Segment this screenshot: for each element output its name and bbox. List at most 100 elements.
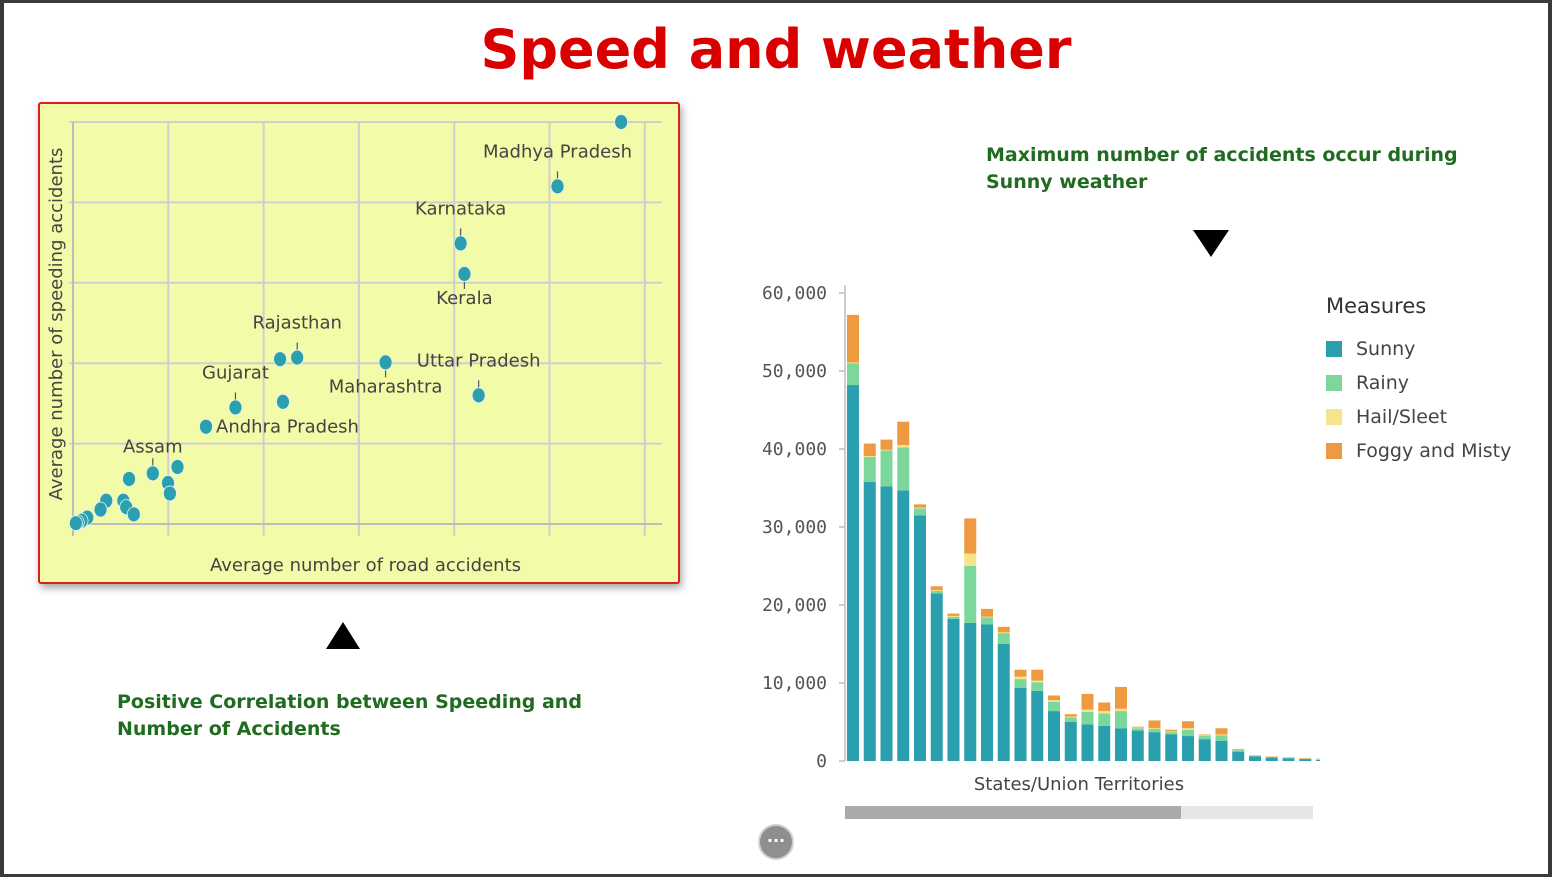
bar-segment[interactable] <box>930 590 943 594</box>
scatter-point[interactable] <box>126 506 141 523</box>
bar-stack[interactable] <box>1014 669 1027 761</box>
bar-segment[interactable] <box>981 608 993 617</box>
bar-stack[interactable] <box>981 608 993 762</box>
bar-segment[interactable] <box>1014 669 1027 677</box>
bar-segment[interactable] <box>964 622 977 761</box>
bar-segment[interactable] <box>847 314 859 363</box>
bar-stack[interactable] <box>1316 758 1320 761</box>
bar-segment[interactable] <box>997 633 1010 644</box>
bar-stack[interactable] <box>1048 695 1060 761</box>
scatter-point[interactable] <box>68 515 83 532</box>
bar-segment[interactable] <box>1115 686 1127 709</box>
bar-segment[interactable] <box>914 504 926 508</box>
bar-segment[interactable] <box>947 613 960 616</box>
bar-segment[interactable] <box>997 626 1010 633</box>
bar-segment[interactable] <box>1048 711 1060 761</box>
more-options-button[interactable]: ··· <box>758 824 794 860</box>
scatter-point[interactable] <box>145 465 160 482</box>
bar-segment[interactable] <box>1198 734 1211 736</box>
bar-segment[interactable] <box>847 363 859 386</box>
bar-segment[interactable] <box>1098 725 1111 761</box>
legend-item-hail-sleet[interactable]: Hail/Sleet <box>1326 400 1511 434</box>
bar-stack[interactable] <box>1031 669 1044 761</box>
legend-item-foggy-misty[interactable]: Foggy and Misty <box>1326 434 1511 468</box>
bar-segment[interactable] <box>897 421 910 446</box>
bar-stack[interactable] <box>914 504 926 761</box>
bar-segment[interactable] <box>1165 734 1178 761</box>
bar-segment[interactable] <box>1131 726 1144 728</box>
bar-segment[interactable] <box>914 515 926 761</box>
bar-segment[interactable] <box>981 616 993 618</box>
bar-segment[interactable] <box>947 619 960 761</box>
bar-stack[interactable] <box>847 314 859 761</box>
bar-segment[interactable] <box>1014 679 1027 688</box>
bar-segment[interactable] <box>1048 695 1060 701</box>
bar-segment[interactable] <box>1098 702 1111 712</box>
bar-segment[interactable] <box>981 617 993 625</box>
bar-segment[interactable] <box>1182 729 1194 737</box>
bar-segment[interactable] <box>847 362 859 364</box>
bar-segment[interactable] <box>1265 757 1278 761</box>
bar-stack[interactable] <box>1249 755 1261 761</box>
bar-segment[interactable] <box>1115 708 1127 712</box>
scatter-point[interactable] <box>290 349 305 366</box>
bar-segment[interactable] <box>1198 735 1211 737</box>
bar-segment[interactable] <box>880 486 893 761</box>
bar-segment[interactable] <box>880 439 893 450</box>
scatter-point[interactable] <box>378 354 393 371</box>
bar-segment[interactable] <box>863 456 876 457</box>
bar-segment[interactable] <box>997 644 1010 761</box>
bar-stack[interactable] <box>1282 757 1295 761</box>
bar-segment[interactable] <box>997 632 1010 634</box>
bar-segment[interactable] <box>1148 728 1161 730</box>
scatter-point[interactable] <box>471 387 486 404</box>
bar-segment[interactable] <box>1182 728 1194 730</box>
bar-segment[interactable] <box>880 449 893 451</box>
scatter-point[interactable] <box>614 114 629 130</box>
bar-segment[interactable] <box>1316 759 1320 761</box>
bar-segment[interactable] <box>1131 728 1144 731</box>
scatter-point[interactable] <box>162 485 177 502</box>
bar-segment[interactable] <box>863 456 876 482</box>
bar-segment[interactable] <box>1249 756 1261 761</box>
bar-segment[interactable] <box>1115 711 1127 729</box>
bar-stack[interactable] <box>1232 748 1245 761</box>
bar-segment[interactable] <box>1048 700 1060 702</box>
bar-segment[interactable] <box>1148 720 1161 729</box>
bar-segment[interactable] <box>914 508 926 516</box>
bar-stack[interactable] <box>1165 729 1178 761</box>
bar-stack[interactable] <box>1081 693 1094 761</box>
bar-segment[interactable] <box>1064 722 1077 761</box>
bar-segment[interactable] <box>897 445 910 448</box>
bar-segment[interactable] <box>1282 758 1295 761</box>
scatter-point[interactable] <box>453 235 468 252</box>
bar-segment[interactable] <box>930 590 943 591</box>
bar-stack[interactable] <box>1064 714 1077 761</box>
bar-segment[interactable] <box>930 593 943 761</box>
bar-segment[interactable] <box>964 518 977 554</box>
bar-segment[interactable] <box>964 566 977 623</box>
bar-stack[interactable] <box>863 443 876 761</box>
scatter-point[interactable] <box>457 266 472 282</box>
bar-segment[interactable] <box>914 507 926 509</box>
bar-segment[interactable] <box>1081 724 1094 761</box>
bar-segment[interactable] <box>897 490 910 761</box>
bar-stack[interactable] <box>947 613 960 761</box>
scatter-point[interactable] <box>276 393 290 410</box>
bar-stack[interactable] <box>1182 721 1194 761</box>
bar-segment[interactable] <box>1165 729 1178 732</box>
bar-stack[interactable] <box>897 421 910 761</box>
bar-segment[interactable] <box>863 481 876 761</box>
bar-segment[interactable] <box>1081 709 1094 712</box>
scatter-point[interactable] <box>122 471 136 487</box>
bar-segment[interactable] <box>863 443 876 457</box>
bar-segment[interactable] <box>981 624 993 762</box>
bar-segment[interactable] <box>897 447 910 491</box>
bar-stack[interactable] <box>1131 726 1144 761</box>
scatter-point[interactable] <box>273 351 288 368</box>
bar-segment[interactable] <box>1232 748 1245 750</box>
legend-item-sunny[interactable]: Sunny <box>1326 332 1511 366</box>
bar-segment[interactable] <box>1014 687 1027 761</box>
bar-segment[interactable] <box>930 586 943 591</box>
scatter-chart-panel[interactable]: Average number of road accidents Average … <box>38 102 680 584</box>
